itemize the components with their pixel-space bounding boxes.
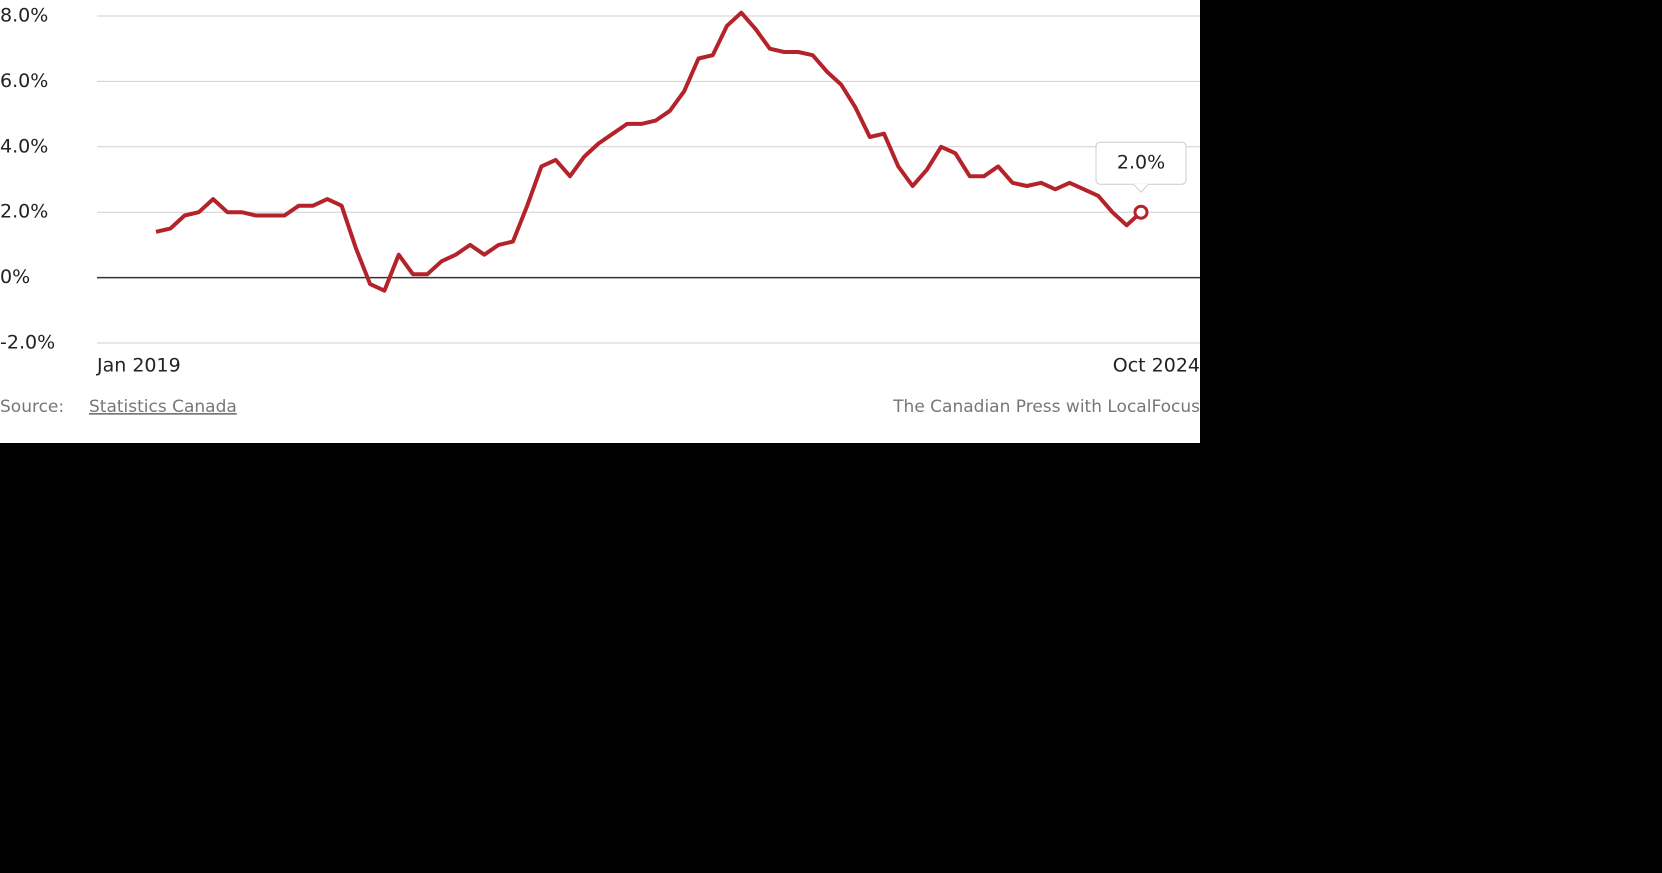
y-tick-label: -2.0% xyxy=(0,332,55,354)
chart: Source: Statistics Canada The Canadian P… xyxy=(0,0,1200,443)
x-tick-label: Oct 2024 xyxy=(1113,355,1200,377)
credit: The Canadian Press with LocalFocus xyxy=(892,397,1200,417)
source-label: Source: xyxy=(0,397,64,417)
tooltip-pointer xyxy=(1132,183,1150,193)
y-tick-label: 8.0% xyxy=(0,5,48,27)
y-tick-label: 0% xyxy=(0,266,30,288)
source-link[interactable]: Statistics Canada xyxy=(89,397,237,417)
y-tick-label: 4.0% xyxy=(0,135,48,157)
data-label: 2.0% xyxy=(1117,152,1165,174)
x-tick-label: Jan 2019 xyxy=(96,355,181,377)
end-marker xyxy=(1133,204,1149,220)
y-tick-label: 6.0% xyxy=(0,70,48,92)
y-tick-label: 2.0% xyxy=(0,201,48,223)
data-line xyxy=(155,10,1143,293)
